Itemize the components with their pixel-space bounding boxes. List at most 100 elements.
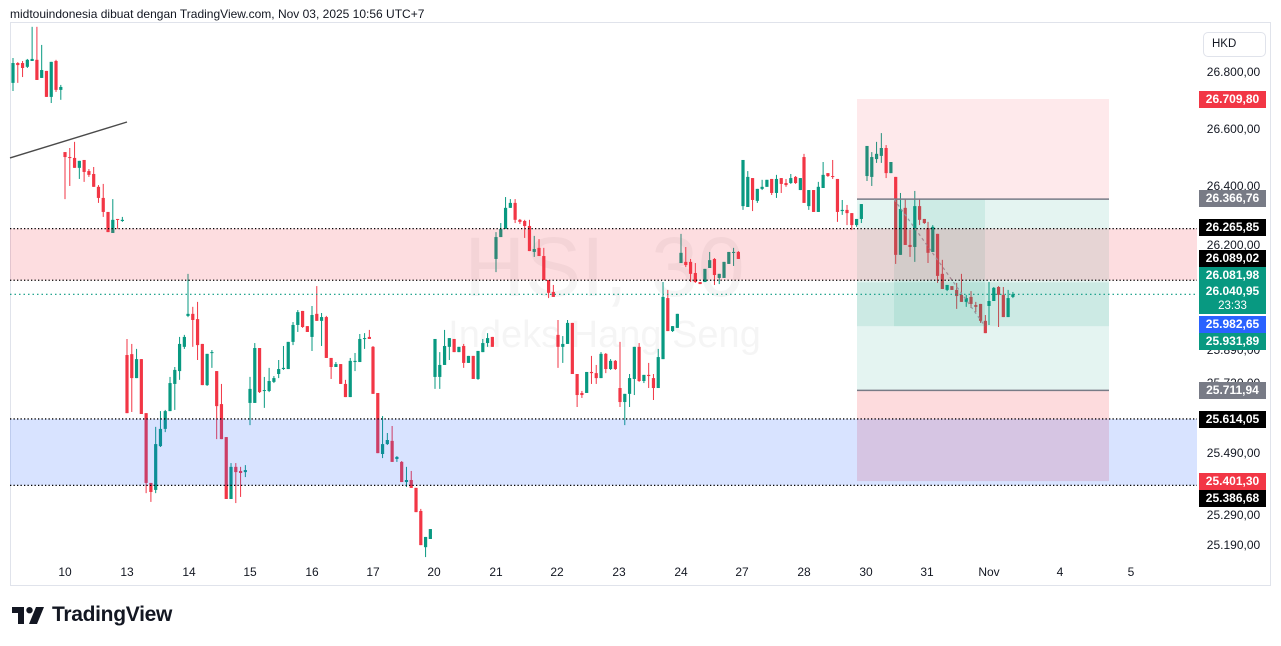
- candle[interactable]: [992, 286, 996, 302]
- candle[interactable]: [765, 179, 769, 187]
- candle[interactable]: [353, 352, 357, 372]
- candle[interactable]: [87, 169, 91, 177]
- candle[interactable]: [404, 466, 409, 488]
- candle[interactable]: [134, 348, 139, 379]
- candle[interactable]: [623, 393, 627, 426]
- candle[interactable]: [462, 343, 466, 368]
- candle[interactable]: [532, 235, 536, 257]
- candle[interactable]: [476, 350, 480, 380]
- candle[interactable]: [642, 374, 646, 384]
- candle[interactable]: [789, 173, 793, 184]
- candle[interactable]: [874, 141, 879, 163]
- candle[interactable]: [850, 213, 854, 231]
- candle[interactable]: [950, 286, 954, 290]
- candle[interactable]: [428, 529, 432, 539]
- candle[interactable]: [243, 465, 247, 478]
- candle[interactable]: [746, 171, 750, 207]
- candle[interactable]: [400, 461, 404, 483]
- candle[interactable]: [969, 291, 973, 309]
- candle[interactable]: [996, 286, 1001, 327]
- candle[interactable]: [168, 376, 172, 412]
- candle[interactable]: [826, 173, 830, 177]
- candle[interactable]: [750, 178, 755, 212]
- candle[interactable]: [760, 179, 764, 191]
- candle[interactable]: [656, 348, 660, 389]
- candle[interactable]: [859, 204, 863, 224]
- candle[interactable]: [25, 58, 29, 68]
- candle[interactable]: [1006, 289, 1010, 318]
- candle[interactable]: [30, 26, 34, 61]
- tradingview-logo[interactable]: TradingView: [12, 603, 172, 627]
- candle[interactable]: [177, 336, 182, 380]
- candle[interactable]: [234, 463, 238, 504]
- candle[interactable]: [647, 362, 651, 389]
- candle[interactable]: [96, 185, 101, 203]
- candle[interactable]: [219, 383, 224, 440]
- candle[interactable]: [840, 199, 844, 215]
- trendline[interactable]: [9, 121, 128, 159]
- candle[interactable]: [1001, 286, 1005, 318]
- candle[interactable]: [722, 261, 726, 278]
- candle[interactable]: [173, 366, 177, 410]
- short-position-stop-zone[interactable]: [857, 99, 1109, 200]
- candle[interactable]: [917, 199, 922, 226]
- candle[interactable]: [774, 174, 779, 198]
- candle[interactable]: [191, 306, 195, 347]
- candle[interactable]: [310, 305, 314, 351]
- candle[interactable]: [35, 26, 39, 80]
- candle[interactable]: [125, 338, 129, 414]
- candle[interactable]: [637, 343, 641, 382]
- candle[interactable]: [935, 233, 940, 283]
- candle[interactable]: [727, 251, 731, 264]
- candle[interactable]: [481, 338, 485, 353]
- candle[interactable]: [59, 84, 63, 100]
- candle[interactable]: [565, 319, 570, 344]
- candle[interactable]: [894, 176, 898, 264]
- candle[interactable]: [770, 178, 774, 196]
- candle[interactable]: [798, 178, 802, 191]
- candle[interactable]: [215, 371, 219, 440]
- candle[interactable]: [457, 346, 461, 353]
- candle[interactable]: [40, 44, 44, 78]
- candle[interactable]: [68, 147, 72, 186]
- candle[interactable]: [513, 199, 517, 224]
- candle[interactable]: [20, 60, 25, 78]
- candle[interactable]: [63, 152, 67, 200]
- resistance-zone[interactable]: [10, 228, 1197, 281]
- candle[interactable]: [395, 456, 399, 462]
- candle[interactable]: [717, 273, 721, 285]
- candle[interactable]: [835, 178, 840, 222]
- candle[interactable]: [679, 233, 683, 264]
- candle[interactable]: [92, 166, 96, 187]
- candle[interactable]: [376, 392, 380, 454]
- candle[interactable]: [518, 218, 522, 224]
- candle[interactable]: [272, 376, 276, 384]
- candle[interactable]: [358, 334, 362, 363]
- candle[interactable]: [130, 343, 134, 412]
- candle[interactable]: [442, 329, 447, 365]
- candle[interactable]: [367, 329, 371, 339]
- candle[interactable]: [632, 346, 636, 396]
- candle[interactable]: [931, 225, 935, 252]
- candle[interactable]: [267, 367, 271, 393]
- candle[interactable]: [684, 246, 688, 268]
- candle[interactable]: [688, 258, 693, 283]
- candle[interactable]: [959, 273, 964, 302]
- candle[interactable]: [253, 343, 257, 403]
- candle[interactable]: [613, 359, 617, 370]
- candle[interactable]: [978, 303, 983, 323]
- candle[interactable]: [380, 416, 385, 459]
- candle[interactable]: [371, 345, 375, 394]
- candle[interactable]: [77, 160, 81, 179]
- candle[interactable]: [72, 141, 77, 168]
- candle[interactable]: [594, 364, 598, 384]
- candle[interactable]: [698, 282, 702, 285]
- candle[interactable]: [608, 359, 613, 370]
- candle[interactable]: [54, 59, 58, 92]
- candle[interactable]: [16, 62, 20, 83]
- candle[interactable]: [741, 159, 745, 210]
- candle[interactable]: [281, 345, 286, 370]
- candle[interactable]: [508, 199, 512, 208]
- candle[interactable]: [499, 223, 503, 238]
